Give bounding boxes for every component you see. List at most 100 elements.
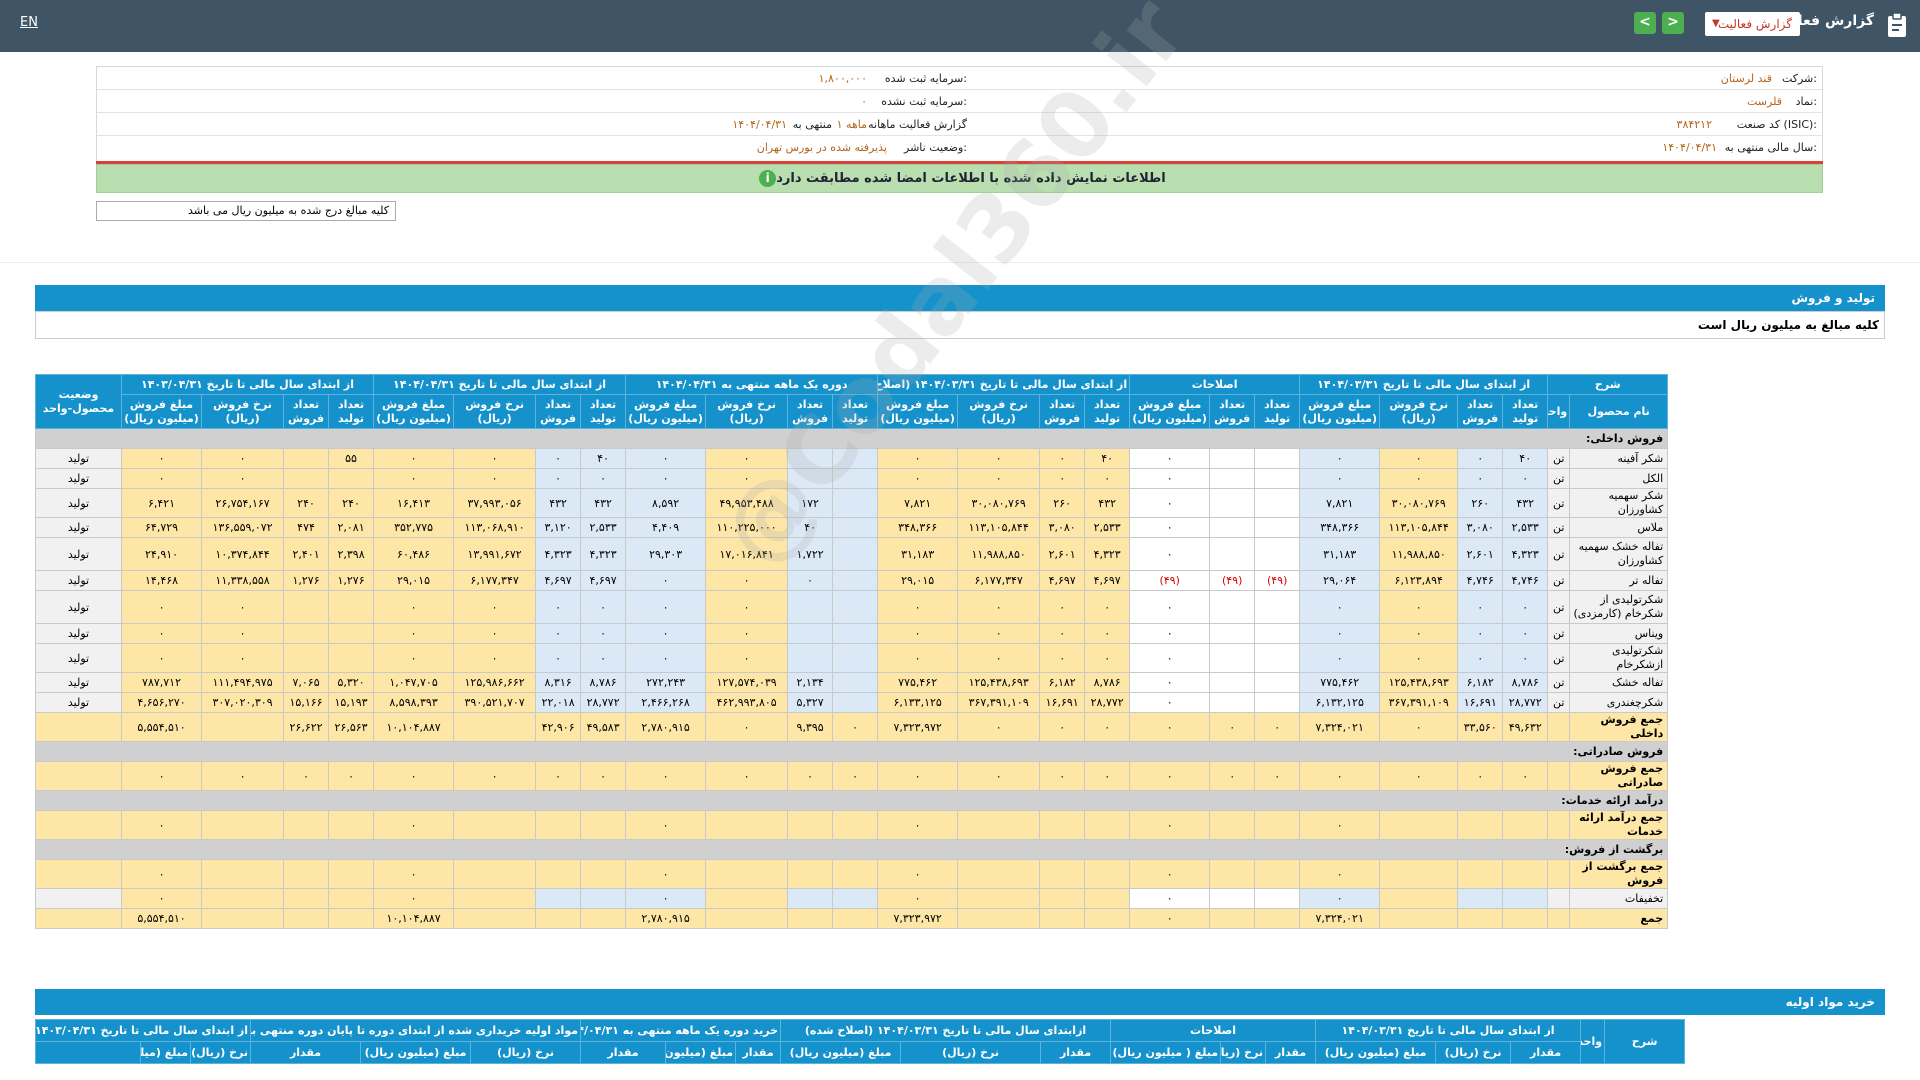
data-cell: ۴,۶۹۷ xyxy=(1039,570,1086,591)
data-cell: ۰ xyxy=(1379,468,1459,489)
data-cell: ۰ xyxy=(1039,761,1086,791)
data-cell: ۰ xyxy=(625,623,707,644)
column-header: مبلغ فروش (میلیون ریال) xyxy=(120,394,203,429)
data-cell: ۲۸,۷۷۲ xyxy=(1084,692,1131,713)
capital-unregistered-value: ۰ xyxy=(861,95,867,108)
data-cell xyxy=(787,810,834,840)
capital-registered-label: سرمایه ثبت شده: xyxy=(884,72,967,85)
unit-cell xyxy=(1547,712,1571,742)
status-cell xyxy=(35,859,122,889)
data-cell xyxy=(832,692,879,713)
data-cell: ۴۰ xyxy=(787,517,834,538)
row-label: جمع برگشت از فروش xyxy=(1569,859,1669,889)
data-cell xyxy=(1209,888,1256,909)
data-cell: ۰ xyxy=(1084,643,1131,673)
data-cell: ۰ xyxy=(705,570,789,591)
data-cell: ۴۶۲,۹۹۳,۸۰۵ xyxy=(705,692,789,713)
column-header: نرخ (ریال) xyxy=(1435,1041,1512,1064)
status-cell: تولید xyxy=(35,537,122,571)
data-cell: ۰ xyxy=(1379,761,1459,791)
data-cell: ۰ xyxy=(1129,672,1211,693)
data-cell xyxy=(1254,643,1301,673)
data-cell: ۰ xyxy=(120,448,203,469)
table-row: برگشت از فروش: xyxy=(34,839,1669,860)
data-cell xyxy=(1254,908,1301,929)
data-cell: ۴,۷۴۶ xyxy=(1457,570,1504,591)
data-cell: ۶,۱۷۷,۳۴۷ xyxy=(453,570,537,591)
data-cell: ۰ xyxy=(120,888,203,909)
unit-cell xyxy=(1547,888,1571,909)
data-cell: ۰ xyxy=(1129,888,1211,909)
verification-banner: i اطلاعات نمایش داده شده با اطلاعات امضا … xyxy=(96,164,1823,193)
data-cell: ۳۶۷,۳۹۱,۱۰۹ xyxy=(957,692,1041,713)
data-cell: ۰ xyxy=(1299,761,1381,791)
data-cell: ۰ xyxy=(1254,712,1301,742)
data-cell: ۰ xyxy=(877,643,959,673)
data-cell: ۱۰,۳۷۴,۸۴۴ xyxy=(201,537,285,571)
data-cell xyxy=(1209,672,1256,693)
data-cell: ۰ xyxy=(1502,590,1549,624)
header-group: از ابتدای سال مالی تا تاریخ ۱۴۰۴/۰۳/۳۱ xyxy=(1299,374,1549,395)
data-cell: ۰ xyxy=(1254,761,1301,791)
data-cell xyxy=(1379,888,1459,909)
language-link[interactable]: EN xyxy=(20,15,38,30)
header-group: از ابتدای سال مالی تا تاریخ ۱۴۰۴/۰۳/۳۱ (… xyxy=(877,374,1131,395)
data-cell: ۰ xyxy=(1502,468,1549,489)
data-cell xyxy=(832,643,879,673)
data-cell: ۵۵ xyxy=(328,448,375,469)
data-cell: ۰ xyxy=(283,761,330,791)
data-cell: ۰ xyxy=(1129,517,1211,538)
data-cell xyxy=(1254,468,1301,489)
prev-button[interactable]: < xyxy=(1634,12,1656,34)
data-cell: ۲۶۰ xyxy=(1039,488,1086,518)
data-cell: ۱۰,۱۰۴,۸۸۷ xyxy=(373,908,455,929)
table-row: جمع برگشت از فروش ۰ ۰ ۰ ۰ ۰ ۰ xyxy=(35,859,1669,889)
publisher-status-value: پذیرفته شده در بورس تهران xyxy=(756,141,887,154)
data-cell xyxy=(535,859,582,889)
data-cell: ۰ xyxy=(535,623,582,644)
data-cell: ۰ xyxy=(1209,761,1256,791)
data-cell: ۰ xyxy=(1457,468,1504,489)
data-cell: ۰ xyxy=(120,810,203,840)
data-cell: ۰ xyxy=(453,590,537,624)
data-cell: ۷۷۵,۴۶۲ xyxy=(1299,672,1381,693)
data-cell xyxy=(787,623,834,644)
data-cell xyxy=(328,468,375,489)
table-row: جمع فروش صادراتی ۰ ۰ ۰ ۰ ۰ ۰ ۰ ۰ ۰ ۰ ۰ ۰ ۰ ۰ ۰ ۰ ۰ ۰ ۰ ۰ ۰ ۰ ۰ xyxy=(35,761,1669,791)
publisher-status-label: وضعیت ناشر: xyxy=(904,141,967,154)
data-cell: ۰ xyxy=(1039,623,1086,644)
data-cell: ۴۳۲ xyxy=(1502,488,1549,518)
data-cell: ۲,۶۰۱ xyxy=(1039,537,1086,571)
data-cell xyxy=(283,859,330,889)
row-section-label: فروش صادراتی: xyxy=(34,741,1669,762)
chevron-right-icon: > xyxy=(1667,14,1679,30)
section-title-production-sales: تولید و فروش xyxy=(35,285,1885,311)
company-value[interactable]: قند لرستان xyxy=(1720,72,1772,85)
table-row: ویناس تن ۰ ۰ ۰ ۰ ۰ ۰ ۰ ۰ ۰ ۰ ۰ ۰ ۰ ۰ ۰ ۰ ۰ تولید xyxy=(35,623,1669,644)
data-cell xyxy=(1457,859,1504,889)
data-cell: ۲۶,۵۶۳ xyxy=(328,712,375,742)
data-cell: ۳۳,۵۶۰ xyxy=(1457,712,1504,742)
data-cell: ۰ xyxy=(957,712,1041,742)
data-cell: ۱۶,۶۹۱ xyxy=(1039,692,1086,713)
column-header: مبلغ (میلیون ریال) xyxy=(665,1041,737,1064)
data-cell: ۲,۰۸۱ xyxy=(328,517,375,538)
data-cell: ۲۹,۳۰۳ xyxy=(625,537,707,571)
next-button[interactable]: > xyxy=(1662,12,1684,34)
data-cell xyxy=(1039,888,1086,909)
symbol-value[interactable]: قلرست xyxy=(1747,95,1782,108)
data-cell xyxy=(328,908,375,929)
status-cell: تولید xyxy=(35,623,122,644)
data-cell: ۲,۳۹۸ xyxy=(328,537,375,571)
data-cell: ۵,۵۵۴,۵۱۰ xyxy=(120,712,203,742)
data-cell: ۰ xyxy=(373,761,455,791)
row-label: تفاله خشک xyxy=(1569,672,1669,693)
data-cell xyxy=(1379,908,1459,929)
sales-table: شرح از ابتدای سال مالی تا تاریخ ۱۴۰۴/۰۳/۳… xyxy=(34,374,1669,929)
data-cell: ۰ xyxy=(625,643,707,673)
report-type-select[interactable]: گزارش فعالیت ▼ xyxy=(1705,12,1800,36)
data-cell xyxy=(1254,517,1301,538)
data-cell: ۰ xyxy=(1129,448,1211,469)
data-cell xyxy=(328,623,375,644)
data-cell: ۰ xyxy=(1299,859,1381,889)
